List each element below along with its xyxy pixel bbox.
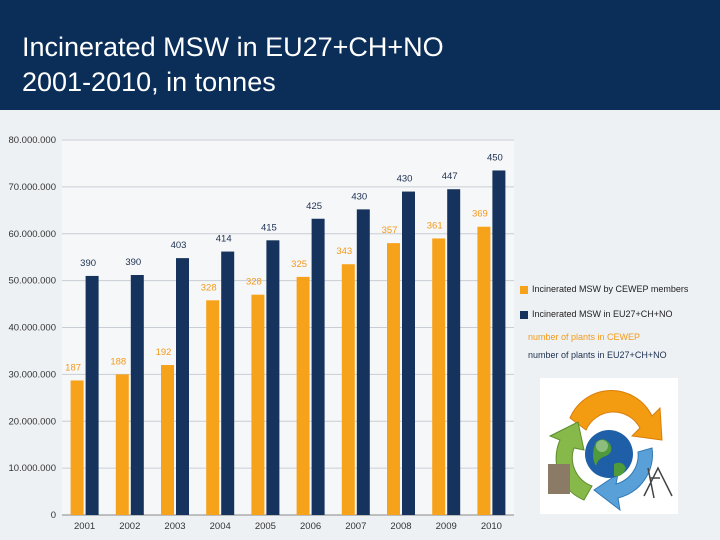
plants-label-eu: 430 — [397, 174, 413, 185]
plants-label-cewep: 328 — [246, 277, 262, 288]
x-tick-label: 2008 — [390, 521, 411, 532]
plants-label-cewep: 192 — [156, 347, 172, 358]
bar-cewep — [477, 226, 491, 515]
slide-title-line2: 2001-2010, in tonnes — [22, 67, 276, 97]
y-tick-label: 80.000.000 — [8, 135, 56, 146]
legend-plants-eu: number of plants in EU27+CH+NO — [528, 350, 667, 360]
slide-title-line1: Incinerated MSW in EU27+CH+NO — [22, 32, 444, 62]
bar-cewep — [161, 365, 174, 515]
x-tick-label: 2003 — [164, 521, 185, 532]
legend-swatch-cewep — [520, 285, 528, 294]
x-tick-label: 2007 — [345, 521, 366, 532]
plants-label-eu: 415 — [261, 222, 277, 233]
bar-eu — [130, 275, 144, 515]
plants-label-cewep: 357 — [382, 225, 398, 236]
plants-label-cewep: 328 — [201, 282, 217, 293]
y-tick-label: 70.000.000 — [8, 182, 56, 193]
legend-label-cewep: Incinerated MSW by CEWEP members — [532, 284, 689, 294]
legend-plants-cewep: number of plants in CEWEP — [528, 332, 641, 342]
bar-cewep — [432, 238, 446, 515]
plants-label-cewep: 361 — [427, 220, 443, 231]
legend-swatch-eu — [520, 310, 528, 319]
bar-eu — [221, 251, 235, 515]
plants-label-eu: 450 — [487, 152, 503, 163]
bar-eu — [311, 218, 325, 515]
y-tick-label: 40.000.000 — [8, 323, 56, 334]
legend-item-eu: Incinerated MSW in EU27+CH+NO — [520, 309, 673, 319]
bar-eu — [356, 209, 370, 515]
y-tick-label: 0 — [51, 510, 56, 521]
recycle-globe-icon — [540, 378, 678, 514]
plants-label-cewep: 343 — [336, 246, 352, 257]
y-tick-label: 20.000.000 — [8, 416, 56, 427]
bar-eu — [402, 191, 415, 515]
plants-label-cewep: 187 — [65, 362, 81, 373]
plants-label-cewep: 325 — [291, 259, 307, 270]
bar-eu — [85, 275, 99, 515]
plants-label-eu: 430 — [351, 191, 367, 202]
bar-eu — [447, 189, 461, 515]
plants-label-cewep: 369 — [472, 209, 488, 220]
plants-label-eu: 447 — [442, 171, 458, 182]
bar-cewep — [251, 294, 265, 515]
slide-title: Incinerated MSW in EU27+CH+NO 2001-2010,… — [22, 30, 702, 100]
bar-eu — [492, 170, 506, 515]
y-tick-label: 50.000.000 — [8, 276, 56, 287]
bar-cewep — [296, 276, 310, 515]
legend-item-cewep: Incinerated MSW by CEWEP members — [520, 284, 688, 294]
bar-cewep — [115, 374, 129, 515]
plants-label-eu: 425 — [306, 201, 322, 212]
x-tick-label: 2010 — [481, 521, 502, 532]
x-tick-label: 2006 — [300, 521, 321, 532]
x-tick-label: 2009 — [436, 521, 457, 532]
x-tick-label: 2005 — [255, 521, 276, 532]
plants-label-eu: 390 — [125, 257, 141, 268]
plants-label-eu: 414 — [216, 234, 232, 245]
bar-chart: 0 10.000.000 20.000.000 30.000.000 40.000.00… — [8, 135, 514, 532]
bar-eu — [176, 258, 189, 515]
legend-label-eu: Incinerated MSW in EU27+CH+NO — [532, 309, 673, 319]
plants-label-eu: 403 — [171, 240, 187, 251]
bar-cewep — [387, 243, 400, 515]
y-tick-label: 60.000.000 — [8, 229, 56, 240]
recycling-globe-logo — [540, 378, 678, 514]
x-tick-label: 2001 — [74, 521, 95, 532]
x-tick-label: 2002 — [119, 521, 140, 532]
x-tick-label: 2004 — [210, 521, 231, 532]
bar-cewep — [206, 300, 220, 515]
plants-label-cewep: 188 — [110, 356, 126, 367]
plants-label-eu: 390 — [80, 258, 96, 269]
bar-eu — [266, 240, 280, 515]
bar-cewep — [70, 380, 84, 515]
title-bar: Incinerated MSW in EU27+CH+NO 2001-2010,… — [0, 0, 720, 110]
y-tick-label: 30.000.000 — [8, 369, 56, 380]
y-tick-label: 10.000.000 — [8, 463, 56, 474]
bar-cewep — [341, 264, 355, 515]
